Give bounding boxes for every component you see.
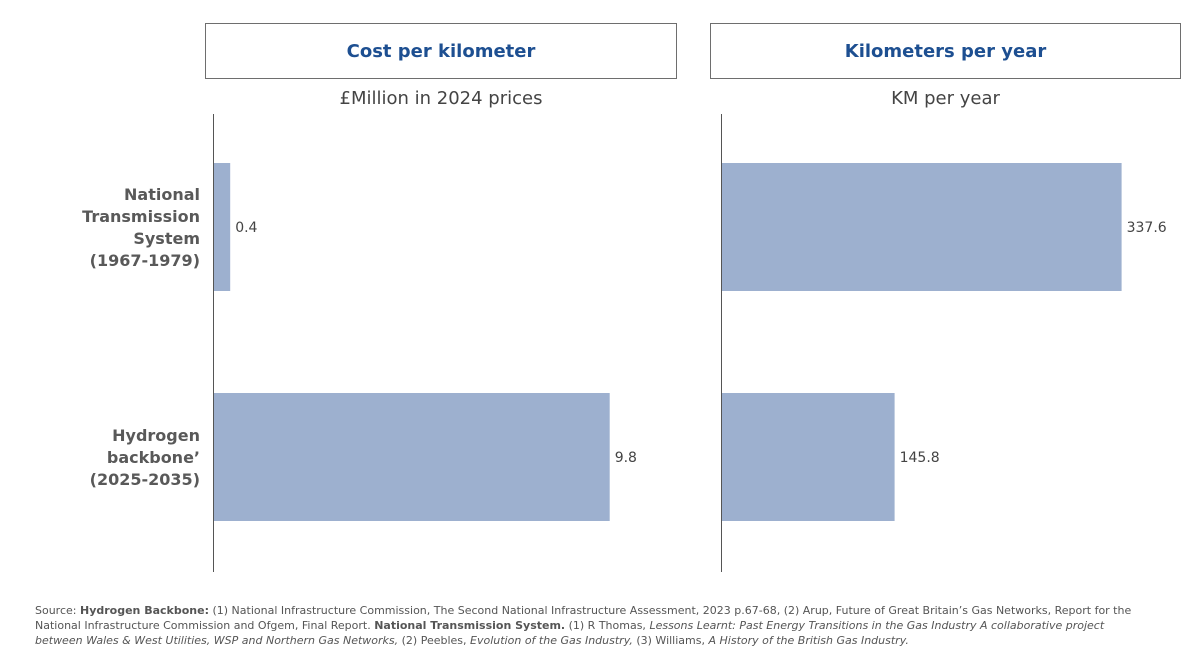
source-hydrogen-label: Hydrogen Backbone: xyxy=(79,604,209,617)
km-panel-title: Kilometers per year xyxy=(844,40,1047,62)
category-label-hydrogen: Hydrogen backbone’ (2025-2035) xyxy=(89,426,200,489)
km-panel-subtitle: KM per year xyxy=(891,88,1000,109)
cost-panel-title-box: Cost per kilometer xyxy=(205,23,677,79)
bar-cost-1 xyxy=(214,393,610,521)
cost-panel-subtitle: £Million in 2024 prices xyxy=(339,88,543,109)
bar-cost-0 xyxy=(214,163,231,291)
data-label-cost-0: 0.4 xyxy=(235,220,257,236)
cost-axis-line xyxy=(213,114,214,572)
category-label-nts: National Transmission System (1967-1979) xyxy=(82,185,200,270)
source-nts-italic-2: Evolution of the Gas Industry, xyxy=(470,634,633,647)
source-nts-label: National Transmission System. xyxy=(374,619,566,632)
source-nts-italic-3: A History of the British Gas Industry. xyxy=(708,634,909,647)
cost-panel-title: Cost per kilometer xyxy=(346,40,536,62)
km-axis-line xyxy=(721,114,722,572)
data-label-km-1: 145.8 xyxy=(900,450,940,466)
source-nts-italic-1: Lessons Learnt: Past Energy Transitions … xyxy=(35,619,1105,647)
source-nts-text-2: (2) Peebles, xyxy=(398,634,471,647)
km-panel-title-box: Kilometers per year xyxy=(710,23,1181,79)
source-note: Source: Hydrogen Backbone: (1) National … xyxy=(35,603,1145,648)
bar-charts: 0.4 9.8 337.6 145.8 xyxy=(214,163,1167,521)
data-label-cost-1: 9.8 xyxy=(615,450,637,466)
source-nts-text-3: (3) Williams, xyxy=(632,634,709,647)
source-nts-text-1: (1) R Thomas, xyxy=(565,619,650,632)
bar-km-1 xyxy=(722,393,895,521)
source-hydrogen-text: (1) National Infrastructure Commission, … xyxy=(35,604,1132,632)
data-label-km-0: 337.6 xyxy=(1127,220,1167,236)
source-prefix: Source: xyxy=(35,604,80,617)
bar-km-0 xyxy=(722,163,1122,291)
